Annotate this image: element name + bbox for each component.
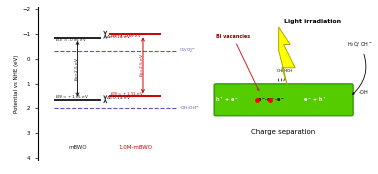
Text: Light irradiation: Light irradiation [284,19,341,24]
Text: mBWO: mBWO [68,145,87,150]
Text: $E_{VB}$ = +1.51 eV: $E_{VB}$ = +1.51 eV [110,90,144,98]
Y-axis label: Potential vs NHE (eV): Potential vs NHE (eV) [14,54,19,113]
FancyBboxPatch shape [214,84,353,116]
Text: $E_g$=2.5 eV: $E_g$=2.5 eV [73,57,82,81]
Text: 1.0M-mBWO: 1.0M-mBWO [118,145,152,150]
Text: $\Delta$=0.14 eV: $\Delta$=0.14 eV [106,94,132,101]
Text: $\cdot$OH: $\cdot$OH [358,88,369,96]
Text: H$_2$O/ OH$^-$: H$_2$O/ OH$^-$ [347,40,373,94]
Text: Bi vacancies: Bi vacancies [216,34,259,90]
Polygon shape [279,27,295,87]
Text: O$_2$/O$_2^{\bullet-}$: O$_2$/O$_2^{\bullet-}$ [179,47,196,55]
Text: h$^+$ + e$^-$: h$^+$ + e$^-$ [215,95,239,104]
Text: $E_g$=2.5 eV: $E_g$=2.5 eV [138,53,147,77]
Text: e$^-$·e$^-$·e$^-$: e$^-$·e$^-$·e$^-$ [257,96,284,104]
Text: $E_{VB}$ = +1.65 eV: $E_{VB}$ = +1.65 eV [55,93,89,101]
Text: e$^-$ + h$^+$: e$^-$ + h$^+$ [303,95,327,104]
Text: Charge separation: Charge separation [251,129,316,135]
Text: $\Delta$=0.14 eV: $\Delta$=0.14 eV [106,33,132,40]
Text: $E_{CB}$ = -0.99 eV: $E_{CB}$ = -0.99 eV [110,33,143,41]
Text: $E_{CB}$ = -0.85 eV: $E_{CB}$ = -0.85 eV [55,36,87,44]
Text: OH: OH [284,69,293,81]
Text: OH: OH [281,69,288,81]
Text: OH: OH [277,69,284,81]
Text: $\cdot$OH/OH$^-$: $\cdot$OH/OH$^-$ [179,104,200,112]
